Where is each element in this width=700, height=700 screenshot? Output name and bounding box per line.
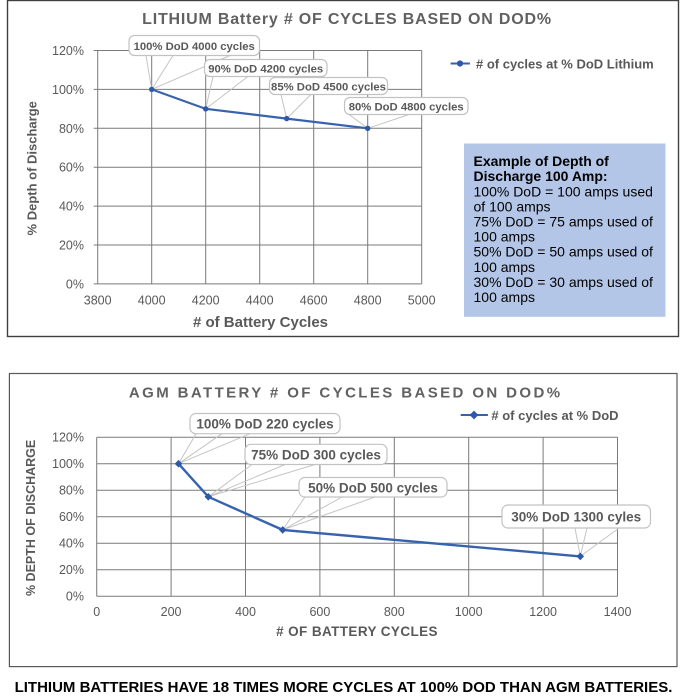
svg-text:100% DoD 220 cycles: 100% DoD 220 cycles <box>196 417 333 432</box>
svg-text:80%: 80% <box>59 484 84 498</box>
svg-text:# of cycles at % DoD Lithium: # of cycles at % DoD Lithium <box>476 57 654 72</box>
svg-text:40%: 40% <box>59 200 84 214</box>
svg-text:100 amps: 100 amps <box>474 289 535 305</box>
svg-text:50% DoD = 50 amps used of: 50% DoD = 50 amps used of <box>474 244 653 260</box>
svg-text:0%: 0% <box>66 277 84 291</box>
svg-text:% Depth of Discharge: % Depth of Discharge <box>25 101 40 235</box>
svg-text:3800: 3800 <box>84 294 112 308</box>
svg-text:# of cycles at % DoD: # of cycles at % DoD <box>491 408 618 423</box>
svg-text:LITHIUM BATTERIES HAVE 18 TIME: LITHIUM BATTERIES HAVE 18 TIMES MORE CYC… <box>15 679 673 696</box>
svg-text:5000: 5000 <box>408 294 436 308</box>
svg-text:100 amps: 100 amps <box>474 229 535 245</box>
svg-text:100% DoD = 100 amps used: 100% DoD = 100 amps used <box>474 183 653 199</box>
svg-text:75% DoD = 75 amps used of: 75% DoD = 75 amps used of <box>474 214 653 230</box>
svg-text:Discharge 100 Amp:: Discharge 100 Amp: <box>474 168 608 184</box>
svg-text:120%: 120% <box>52 44 84 58</box>
svg-text:4200: 4200 <box>192 294 220 308</box>
svg-text:80% DoD 4800 cycles: 80% DoD 4800 cycles <box>349 101 464 113</box>
svg-text:AGM BATTERY # OF CYCLES BASED: AGM BATTERY # OF CYCLES BASED ON DOD% <box>129 385 563 402</box>
svg-text:800: 800 <box>384 605 405 619</box>
svg-text:100 amps: 100 amps <box>474 259 535 275</box>
svg-text:1400: 1400 <box>604 605 632 619</box>
svg-text:100% DoD 4000 cycles: 100% DoD 4000 cycles <box>134 41 255 53</box>
svg-text:60%: 60% <box>59 510 84 524</box>
svg-text:600: 600 <box>309 605 330 619</box>
svg-text:% DEPTH OF DISCHARGE: % DEPTH OF DISCHARGE <box>24 440 38 596</box>
svg-text:120%: 120% <box>52 431 84 445</box>
svg-text:Example of Depth of: Example of Depth of <box>474 153 610 169</box>
svg-text:50% DoD 500 cycles: 50% DoD 500 cycles <box>308 480 438 495</box>
svg-text:LITHIUM Battery # OF CYCLES BA: LITHIUM Battery # OF CYCLES BASED ON DOD… <box>142 11 552 28</box>
svg-text:4400: 4400 <box>246 294 274 308</box>
svg-text:4000: 4000 <box>138 294 166 308</box>
svg-text:1000: 1000 <box>455 605 483 619</box>
svg-text:20%: 20% <box>59 563 84 577</box>
svg-text:# of Battery Cycles: # of Battery Cycles <box>193 314 328 331</box>
svg-text:90% DoD 4200 cycles: 90% DoD 4200 cycles <box>208 63 323 75</box>
svg-text:# OF BATTERY CYCLES: # OF BATTERY CYCLES <box>276 624 438 639</box>
svg-text:of 100 amps: of 100 amps <box>474 198 551 214</box>
svg-text:0%: 0% <box>66 590 84 604</box>
svg-text:40%: 40% <box>59 537 84 551</box>
svg-text:85% DoD 4500 cycles: 85% DoD 4500 cycles <box>271 81 386 93</box>
svg-text:1200: 1200 <box>529 605 557 619</box>
svg-text:80%: 80% <box>59 122 84 136</box>
svg-text:75% DoD 300 cycles: 75% DoD 300 cycles <box>251 447 381 462</box>
svg-text:0: 0 <box>93 605 100 619</box>
svg-text:100%: 100% <box>52 457 84 471</box>
svg-text:30% DoD = 30 amps used of: 30% DoD = 30 amps used of <box>474 274 653 290</box>
svg-text:20%: 20% <box>59 239 84 253</box>
svg-text:30% DoD 1300 cyles: 30% DoD 1300 cyles <box>511 509 641 524</box>
svg-text:4800: 4800 <box>354 294 382 308</box>
svg-text:4600: 4600 <box>300 294 328 308</box>
svg-text:400: 400 <box>235 605 256 619</box>
svg-text:60%: 60% <box>59 161 84 175</box>
svg-text:200: 200 <box>161 605 182 619</box>
svg-text:100%: 100% <box>52 83 84 97</box>
